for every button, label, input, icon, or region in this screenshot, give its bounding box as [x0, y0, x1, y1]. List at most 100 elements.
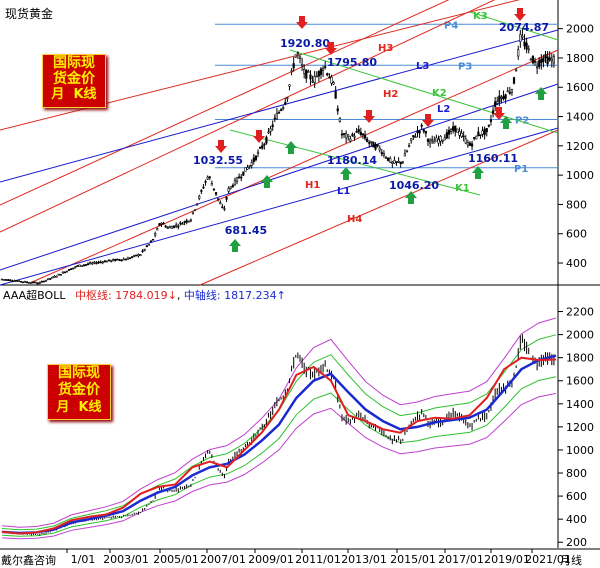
- blue-channel-line: [0, 29, 559, 183]
- price-candle-body: [34, 281, 37, 284]
- price-candle-body: [68, 269, 71, 271]
- price-candle-body: [107, 259, 111, 262]
- price-label: 1032.55: [193, 154, 243, 167]
- xtick-label: 2015/01: [390, 553, 436, 566]
- up-arrow-icon: [285, 141, 297, 154]
- price-candle-body: [149, 240, 153, 243]
- channel-label-h3: H3: [378, 43, 393, 54]
- lower-badge-line-1: 国际现: [58, 365, 100, 381]
- price-candle-body: [238, 176, 241, 179]
- lower-ytick-label: 2200: [566, 306, 594, 319]
- price-candle-body: [351, 133, 354, 137]
- upper-ytick-label: 1800: [566, 52, 594, 65]
- level-label-p2: P2: [515, 115, 529, 126]
- red-channel-line: [199, 129, 559, 286]
- xtick-label: 2005/01: [153, 553, 199, 566]
- price-candle-body: [166, 227, 169, 229]
- price-candle-body: [494, 101, 497, 107]
- price-candle-body: [552, 56, 556, 64]
- axis-line-value: 1817.234: [224, 289, 277, 302]
- up-arrow-icon: [500, 116, 512, 129]
- price-candle-body: [36, 282, 39, 285]
- price-candle-body: [269, 128, 272, 132]
- price-candle-body: [263, 143, 266, 146]
- price-candle-body: [19, 280, 22, 283]
- price-candle-body: [254, 155, 258, 161]
- axis-line-series: [1, 354, 557, 535]
- upper-ytick-label: 800: [566, 198, 587, 211]
- band-outer-lower: [1, 392, 557, 540]
- lower-ytick-label: 2000: [566, 329, 594, 342]
- price-candle-body: [405, 150, 409, 153]
- price-candle-body: [28, 282, 31, 284]
- price-candle-body: [345, 133, 348, 139]
- price-candle-body: [131, 256, 134, 258]
- price-candle-body: [491, 110, 495, 114]
- price-candle-body: [366, 138, 369, 142]
- price-candle-body: [441, 139, 444, 142]
- price-candle-body: [363, 134, 367, 139]
- down-arrow-icon: [422, 114, 434, 127]
- price-candle-body: [219, 202, 222, 205]
- price-candle-body: [288, 84, 291, 87]
- price-candle-body: [521, 35, 524, 38]
- price-candle-body: [133, 255, 136, 257]
- price-candle-body: [76, 265, 79, 267]
- down-arrow-icon: [363, 110, 375, 123]
- price-candle-body: [208, 176, 211, 179]
- price-candle-body: [122, 258, 125, 261]
- price-candle-body: [525, 42, 528, 50]
- price-candle-body: [80, 265, 83, 267]
- price-candle-body: [504, 94, 507, 99]
- price-candle-body: [61, 271, 64, 274]
- price-candle-body: [91, 262, 94, 265]
- price-candle-body: [53, 275, 56, 278]
- price-candle-body: [510, 89, 514, 93]
- price-candle-body: [361, 133, 365, 136]
- xtick-label: 2003/01: [103, 553, 149, 566]
- upper-ytick-label: 1200: [566, 140, 594, 153]
- price-candle-body: [110, 259, 113, 262]
- price-candle-body: [489, 119, 493, 122]
- price-candle-body: [221, 206, 224, 209]
- price-candle-body: [200, 190, 203, 192]
- footer-period: 月线: [560, 554, 582, 567]
- price-candle-body: [387, 157, 390, 161]
- price-candle-body: [47, 278, 50, 281]
- price-candle-body: [7, 279, 10, 281]
- price-candle-body: [277, 112, 281, 114]
- price-candle-body: [315, 75, 318, 78]
- mid-line-arrow: ↓: [167, 289, 177, 302]
- down-arrow-icon: [514, 8, 526, 21]
- price-candle-body: [460, 132, 463, 137]
- price-candle-body: [454, 125, 457, 132]
- down-arrow-icon: [215, 140, 227, 153]
- price-candle-body: [105, 260, 109, 263]
- down-arrow-icon: [325, 42, 337, 55]
- price-candle-body: [498, 95, 501, 102]
- price-label: 1795.80: [327, 56, 377, 69]
- price-candle-body: [533, 60, 537, 63]
- price-candle-body: [59, 274, 62, 276]
- price-candle-body: [290, 70, 293, 73]
- price-candle-body: [538, 60, 541, 67]
- price-candle-body: [473, 137, 476, 139]
- up-arrow-icon: [535, 87, 547, 100]
- up-arrow-icon: [261, 175, 273, 188]
- price-candle-body: [435, 137, 438, 142]
- price-candle-body: [181, 223, 184, 225]
- price-candle-body: [231, 185, 234, 188]
- price-candle-body: [408, 145, 411, 147]
- price-candle-body: [42, 280, 46, 283]
- axis-line-arrow: ↑: [276, 289, 286, 302]
- price-candle-body: [164, 225, 167, 228]
- price-candle-body: [336, 108, 339, 112]
- indicator-name: AAA超BOLL: [3, 289, 66, 302]
- price-candle-body: [118, 259, 121, 261]
- badge-line-1: 国际现: [53, 55, 95, 71]
- price-candle-body: [464, 138, 467, 144]
- price-candle-body: [40, 281, 43, 283]
- channel-label-k1: K1: [455, 183, 470, 194]
- price-candle-body: [112, 259, 115, 262]
